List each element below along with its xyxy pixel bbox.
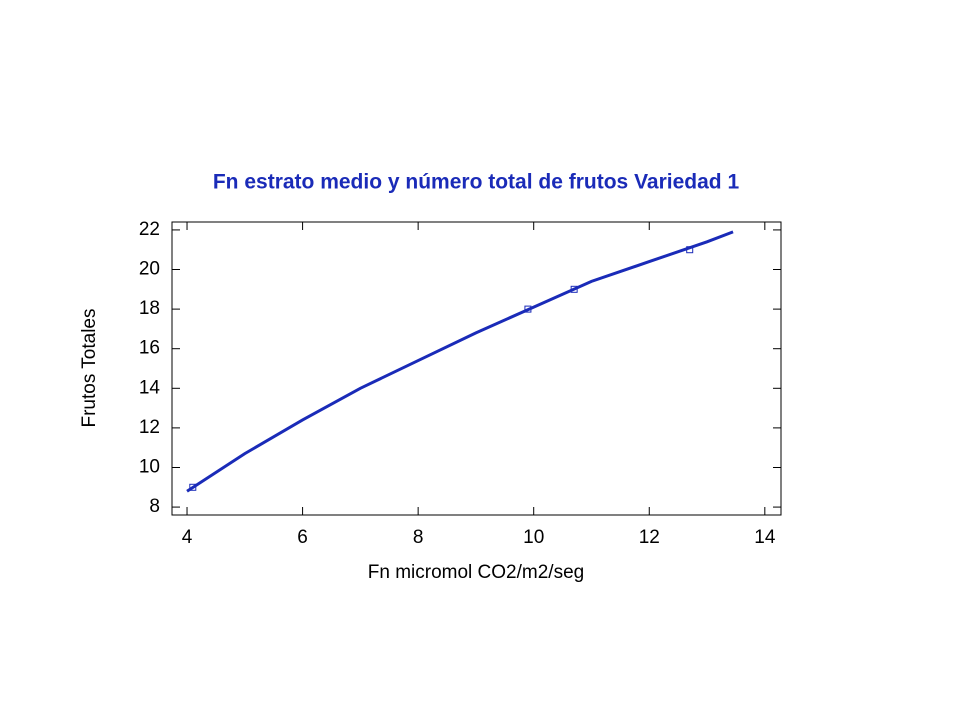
x-tick-label: 14 — [754, 527, 776, 548]
y-tick-label: 20 — [139, 259, 160, 280]
y-tick-label: 18 — [139, 298, 160, 319]
y-tick-label: 14 — [139, 377, 161, 398]
x-tick-label: 4 — [182, 527, 193, 548]
y-tick-label: 12 — [139, 417, 160, 438]
chart-title: Fn estrato medio y número total de fruto… — [213, 171, 740, 194]
fit-line — [186, 230, 734, 493]
x-tick-label: 10 — [523, 527, 544, 548]
y-tick-label: 8 — [149, 496, 160, 517]
y-axis-label: Frutos Totales — [79, 309, 100, 428]
y-tick-label: 22 — [139, 219, 160, 240]
x-tick-label: 8 — [413, 527, 424, 548]
y-tick-label: 16 — [139, 338, 160, 359]
plot-frame — [171, 221, 782, 516]
x-axis-label: Fn micromol CO2/m2/seg — [368, 562, 584, 583]
x-tick-label: 12 — [639, 527, 660, 548]
x-tick-label: 6 — [297, 527, 308, 548]
y-tick-label: 10 — [139, 457, 160, 478]
